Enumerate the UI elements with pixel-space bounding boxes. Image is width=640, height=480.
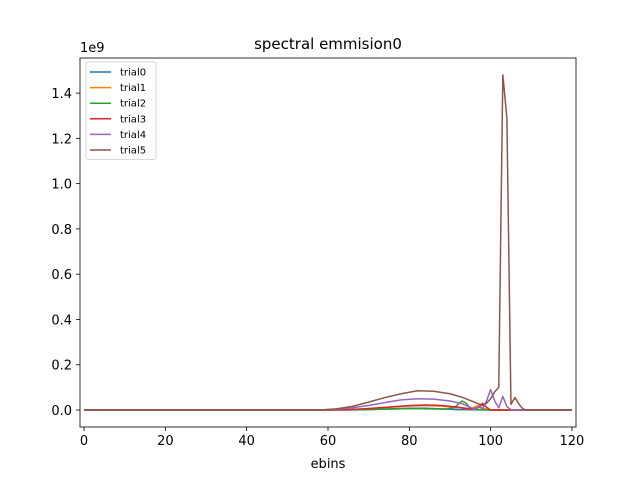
x-tick-label: 60 — [320, 434, 337, 449]
y-axis: 0.0 0.2 0.4 0.6 0.8 1.0 1.2 1.4 — [51, 87, 80, 419]
series-line-trial3 — [84, 402, 572, 411]
y-tick-label: 0.0 — [51, 404, 72, 419]
plot-area — [79, 57, 577, 428]
x-tick-label: 20 — [157, 434, 174, 449]
legend-label-trial1: trial1 — [120, 83, 146, 94]
plot-background — [80, 58, 576, 427]
y-tick-label: 1.4 — [51, 87, 72, 102]
series-layer — [84, 74, 572, 411]
y-tick-label: 0.6 — [51, 268, 72, 283]
series-line-trial5 — [84, 74, 572, 411]
y-tick-label: 1.0 — [51, 178, 72, 193]
y-tick-label: 0.2 — [51, 359, 72, 374]
chart-title: spectral emmision0 — [254, 35, 402, 53]
legend-label-trial2: trial2 — [120, 99, 146, 110]
y-tick-label: 1.2 — [51, 132, 72, 147]
x-tick-label: 0 — [80, 434, 88, 449]
legend: trial0 trial1 trial2 trial3 trial4 trial5 — [85, 61, 157, 160]
legend-label-trial3: trial3 — [120, 114, 146, 125]
x-tick-label: 120 — [560, 434, 585, 449]
legend-label-trial5: trial5 — [120, 146, 146, 157]
legend-label-trial0: trial0 — [120, 68, 146, 79]
x-axis-label: ebins — [311, 457, 346, 472]
y-offset-text: 1e9 — [80, 41, 105, 56]
x-tick-label: 80 — [401, 434, 418, 449]
series-line-trial4 — [84, 388, 572, 411]
y-tick-label: 0.4 — [51, 313, 72, 328]
legend-label-trial4: trial4 — [120, 130, 146, 141]
y-tick-label: 0.8 — [51, 223, 72, 238]
legend-box — [85, 61, 157, 160]
x-tick-label: 40 — [238, 434, 255, 449]
x-axis: 0 20 40 60 80 100 120 — [80, 427, 584, 449]
x-tick-label: 100 — [478, 434, 503, 449]
